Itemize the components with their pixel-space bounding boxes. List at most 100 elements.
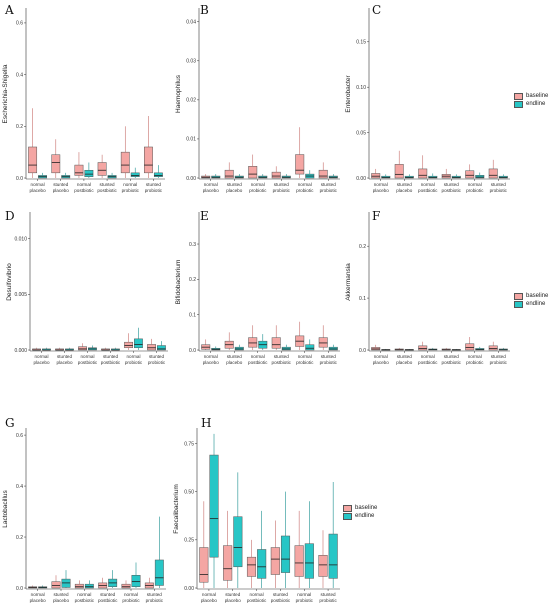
box-baseline-h [246,556,257,577]
box-baseline-h [270,547,280,575]
box-baseline-c [394,164,404,179]
box-endline-g [84,583,94,589]
x-tick-label-d: normal [80,354,94,359]
x-tick-label-a: postbiotic [74,188,94,193]
y-tick-label-b: 0.03 [186,59,196,65]
x-tick-label-e: normal [251,354,265,359]
y-tick-label-b: 0.04 [186,20,196,26]
legend-label-endline: endline [526,301,546,307]
box-endline-d [157,345,166,351]
x-tick-label-a: stunted [100,182,116,187]
y-tick-label-e: 0.0 [189,348,196,354]
x-tick-label-d: postbiotic [78,360,98,365]
box-endline-c [404,175,414,179]
x-tick-label-d: stunted [103,354,119,359]
x-tick-label-h: stunted [273,592,289,597]
y-axis-label-a: Escherichia-Shigella [2,64,9,123]
panel-label-d: D [5,209,15,223]
box-endline-a [130,172,140,177]
x-tick-label-c: normal [468,182,482,187]
box-baseline-c [371,173,381,179]
x-tick-label-f: probiotic [490,360,508,365]
legend-label-baseline: baseline [355,505,378,511]
x-tick-label-c: probiotic [490,188,508,193]
box-baseline-a [97,162,107,176]
x-tick-label-a: normal [31,182,45,187]
legend-label-endline: endline [526,101,546,107]
legend-label-baseline: baseline [526,93,549,99]
box-baseline-g [121,583,131,589]
x-tick-label-c: normal [421,182,435,187]
y-tick-label-g: 0.6 [16,433,23,439]
y-tick-label-b: 0.01 [186,137,196,143]
box-endline-a [153,172,163,177]
box-endline-c [498,175,508,179]
panel-label-h: H [201,416,211,430]
y-tick-label-c: 0.15 [356,40,366,46]
x-tick-label-g: stunted [100,592,116,597]
y-tick-label-h: 0.25 [184,538,194,544]
box-baseline-c [418,168,428,179]
legend-swatch-baseline [343,504,352,512]
x-tick-label-g: normal [77,592,91,597]
panel-label-f: F [372,209,380,223]
x-tick-label-e: stunted [227,354,243,359]
box-endline-d [134,338,143,349]
y-axis-label-d: Desulfovibrio [6,263,13,301]
legend-item-baseline: baseline [514,92,548,100]
y-tick-label-e: 0.2 [189,277,196,283]
box-baseline-d [147,344,156,351]
x-tick-label-c: placebo [373,188,390,193]
box-baseline-c [465,170,475,179]
x-tick-label-d: stunted [149,354,165,359]
x-tick-label-a: probiotic [145,188,163,193]
panel-label-c: C [372,3,381,17]
x-tick-label-g: normal [31,592,45,597]
x-tick-label-h: postbiotic [271,598,291,603]
x-tick-label-c: postbiotic [442,188,462,193]
x-tick-label-g: stunted [53,592,69,597]
box-baseline-b [295,154,305,175]
box-baseline-f [465,343,475,351]
x-tick-label-b: probiotic [273,188,291,193]
box-baseline-h [294,545,304,577]
box-baseline-a [120,151,130,174]
x-tick-label-g: placebo [53,598,70,603]
box-endline-h [257,549,267,579]
box-baseline-h [318,554,328,577]
box-endline-g [154,559,164,586]
x-tick-label-f: stunted [444,354,460,359]
y-tick-label-d: 0.010 [14,236,27,242]
y-tick-label-f: 0.1 [359,296,366,302]
y-tick-label-f: 0.2 [359,244,366,250]
legend-swatch-endline [343,512,352,520]
x-tick-label-h: placebo [225,598,242,603]
x-tick-label-d: placebo [56,360,73,365]
legend-item-endline: endline [514,100,548,108]
x-tick-label-h: probiotic [296,598,314,603]
x-tick-label-h: probiotic [319,598,337,603]
x-tick-label-d: placebo [33,360,50,365]
x-tick-label-h: stunted [321,592,337,597]
x-tick-label-b: normal [298,182,312,187]
y-tick-label-a: 0.0 [16,176,23,182]
legend-label-endline: endline [355,513,375,519]
x-tick-label-b: placebo [226,188,243,193]
x-tick-label-d: stunted [57,354,73,359]
legend-item-baseline: baseline [514,292,548,300]
box-baseline-a [144,146,153,174]
panel-label-b: B [200,3,209,17]
x-tick-label-f: normal [374,354,388,359]
box-baseline-e [271,337,281,349]
y-tick-label-d: 0.000 [14,348,27,354]
y-tick-label-e: 0.1 [189,312,196,318]
x-tick-label-g: placebo [30,598,47,603]
x-tick-label-a: normal [77,182,91,187]
x-tick-label-e: probiotic [296,360,314,365]
x-tick-label-g: postbiotic [98,598,118,603]
x-tick-label-d: probiotic [125,360,143,365]
x-tick-label-f: normal [421,354,435,359]
box-endline-h [328,533,338,579]
box-baseline-e [318,337,328,348]
